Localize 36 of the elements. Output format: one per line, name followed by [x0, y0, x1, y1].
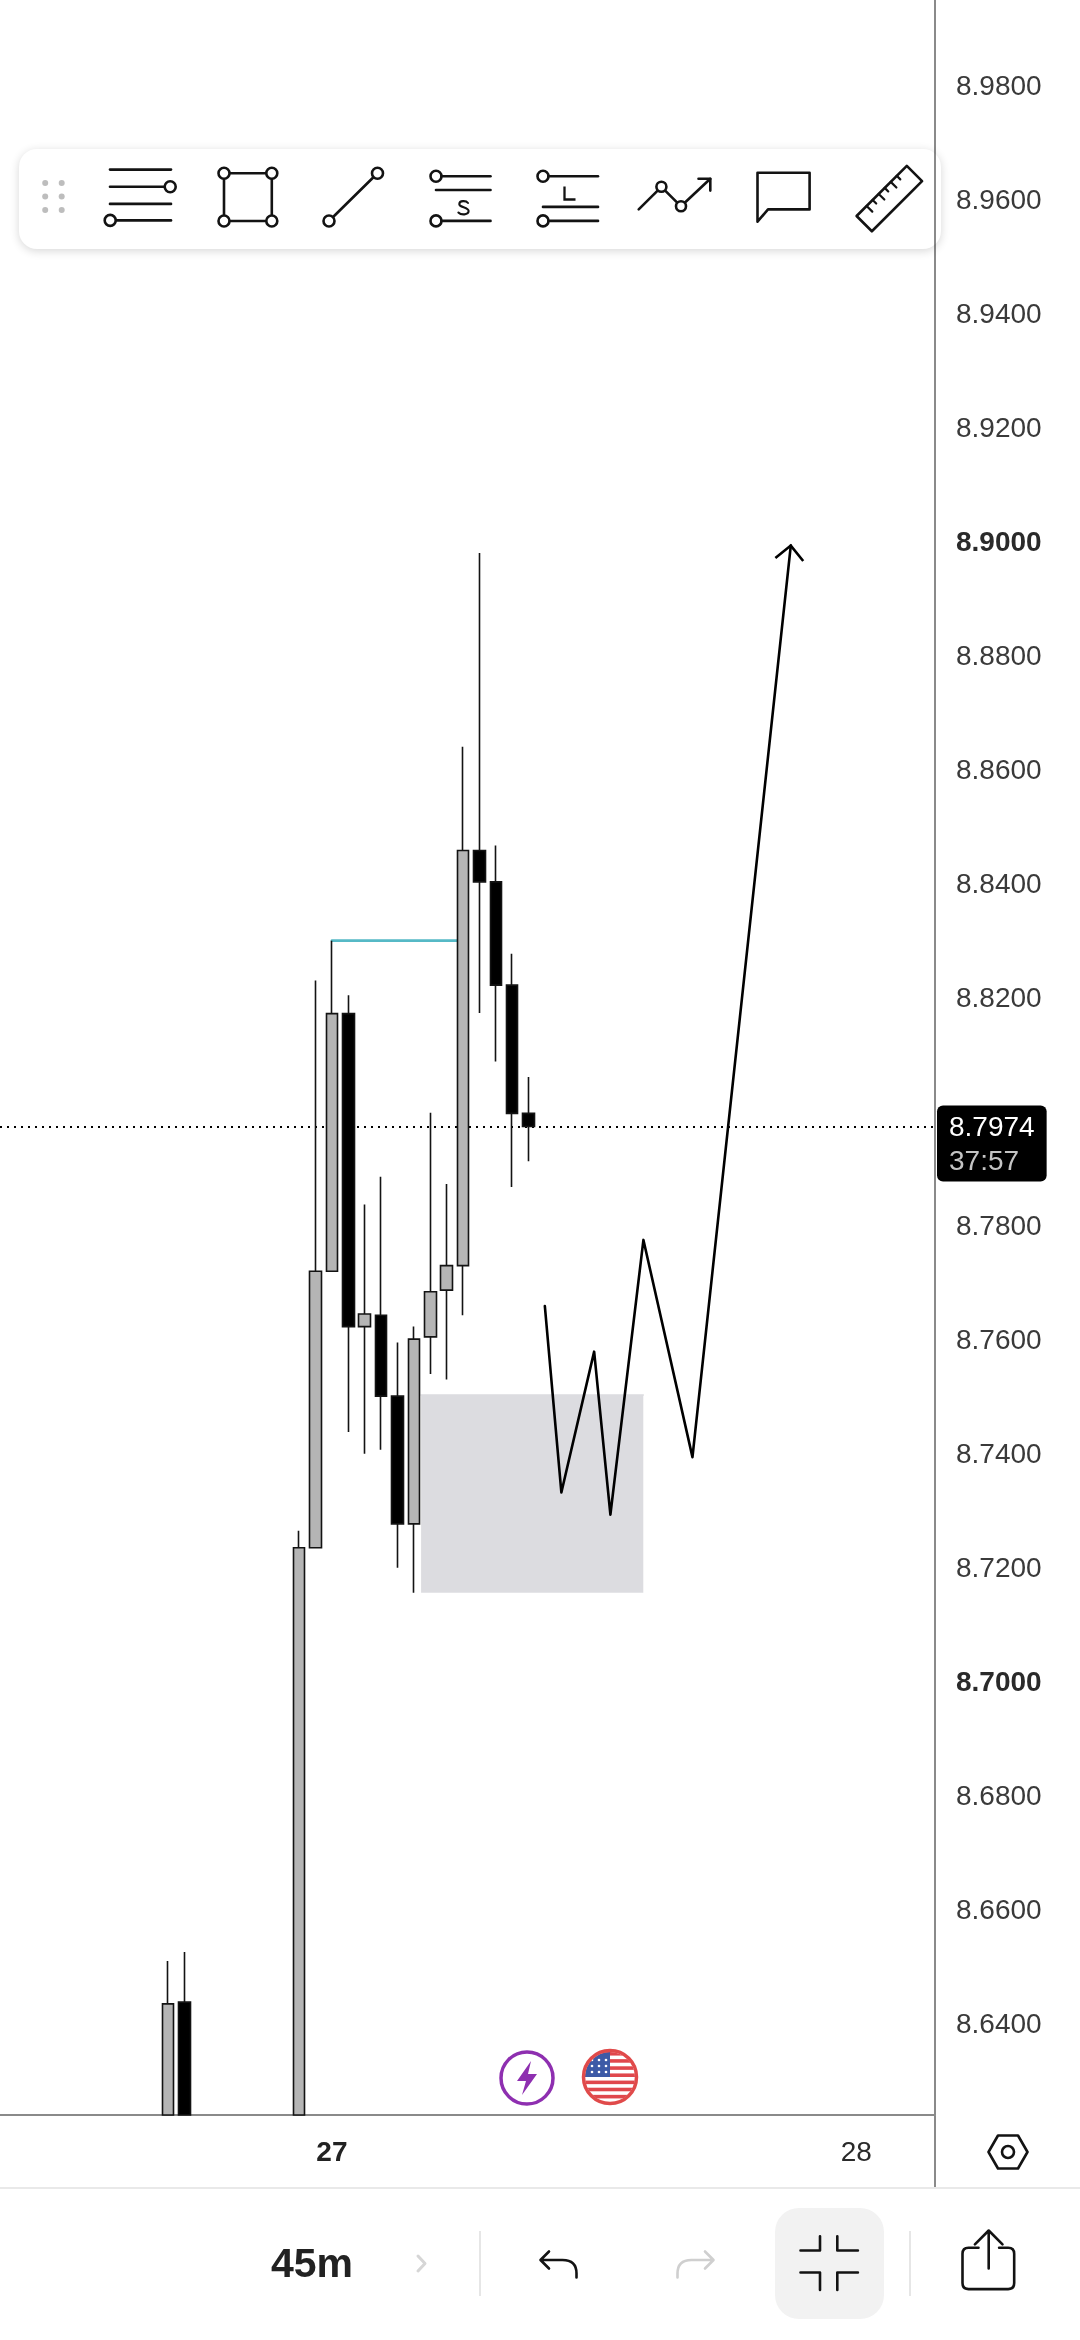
candlestick — [292, 1529, 306, 2116]
candlestick — [308, 979, 323, 1549]
x-tick-label: 27 — [316, 2135, 348, 2167]
y-tick-label: 8.8600 — [956, 754, 1042, 786]
y-tick-label: 8.9400 — [956, 298, 1042, 330]
candlestick — [357, 1203, 372, 1455]
y-tick-label: 8.9800 — [956, 70, 1042, 102]
y-tick-label: 8.7800 — [956, 1210, 1042, 1242]
candlestick — [374, 1175, 388, 1451]
candlestick — [472, 552, 487, 1014]
y-tick-label: 8.7600 — [956, 1324, 1042, 1356]
y-tick-label: 8.8400 — [956, 868, 1042, 900]
candlestick — [177, 1951, 192, 2116]
candlestick — [456, 746, 470, 1316]
text: 45m — [271, 2239, 354, 2288]
candlestick — [390, 1341, 405, 1569]
y-tick-label: 8.8200 — [956, 982, 1042, 1014]
y-tick-label: 8.6600 — [956, 1894, 1042, 1926]
candlestick — [325, 939, 339, 1273]
y-tick-label: 8.7400 — [956, 1438, 1042, 1470]
candlestick — [439, 1183, 454, 1381]
candlestick — [407, 1325, 421, 1594]
y-tick-label: 8.7000 — [956, 1666, 1042, 1698]
ref-line-label: 8.7974 37:57 — [949, 1110, 1035, 1176]
y-tick-label: 8.6800 — [956, 1780, 1042, 1812]
candlestick — [341, 994, 356, 1433]
candlestick — [423, 1112, 438, 1375]
y-tick-label: 8.9200 — [956, 412, 1042, 444]
y-tick-label: 8.8800 — [956, 640, 1042, 672]
y-tick-label: 8.7200 — [956, 1552, 1042, 1584]
y-tick-label: 8.6400 — [956, 2008, 1042, 2040]
x-tick-label: 28 — [840, 2135, 872, 2167]
candlestick — [161, 1960, 175, 2116]
y-tick-label: 8.9000 — [956, 526, 1042, 558]
y-tick-label: 8.9600 — [956, 184, 1042, 216]
candlestick — [489, 844, 503, 1063]
